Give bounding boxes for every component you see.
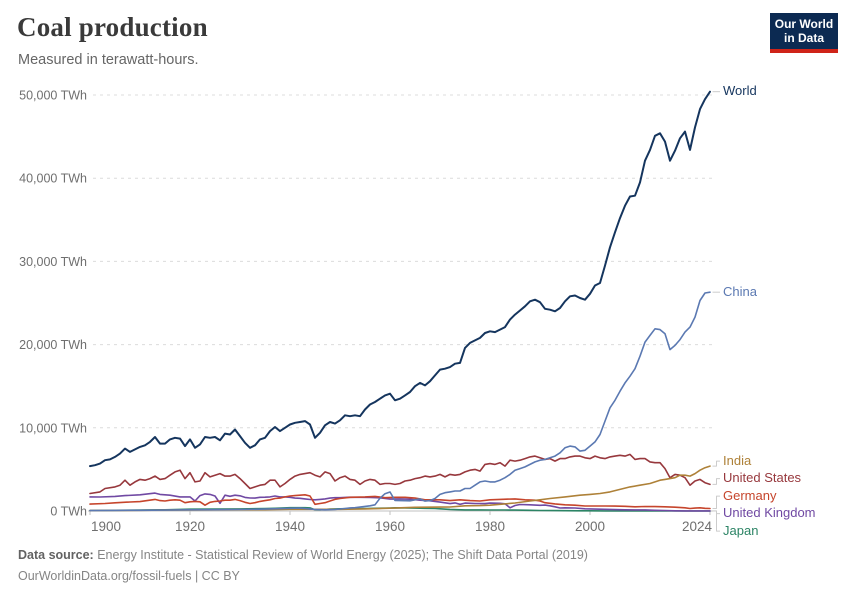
x-tick-label: 2024 — [682, 519, 713, 534]
label-connector-india — [712, 460, 720, 467]
y-tick-label: 20,000 TWh — [19, 338, 87, 352]
series-line-world[interactable] — [89, 90, 711, 468]
owid-logo[interactable]: Our World in Data — [770, 13, 838, 53]
logo-line1: Our World — [774, 17, 834, 31]
label-connector-united-states — [712, 478, 720, 485]
series-label-china[interactable]: China — [723, 283, 757, 299]
x-tick-label: 1980 — [475, 519, 505, 534]
x-tick-label: 1960 — [375, 519, 405, 534]
x-tick-label: 1940 — [275, 519, 305, 534]
data-source-text: Energy Institute - Statistical Review of… — [97, 548, 588, 562]
chart-footer: Data source: Energy Institute - Statisti… — [18, 545, 588, 587]
owid-link[interactable]: OurWorldinData.org/fossil-fuels — [18, 569, 192, 583]
series-line-germany[interactable] — [89, 494, 711, 510]
chart-subtitle: Measured in terawatt-hours. — [18, 52, 199, 68]
license-line: OurWorldinData.org/fossil-fuels | CC BY — [18, 566, 588, 587]
y-tick-label: 10,000 TWh — [19, 421, 87, 435]
y-tick-label: 0 TWh — [50, 505, 87, 519]
series-label-india[interactable]: India — [723, 452, 752, 468]
series-line-china[interactable] — [89, 291, 711, 512]
x-tick-label: 1900 — [91, 519, 121, 534]
label-connector-japan — [712, 510, 720, 532]
series-label-japan[interactable]: Japan — [723, 522, 759, 538]
page-title: Coal production — [17, 12, 208, 42]
series-label-united-states[interactable]: United States — [723, 470, 802, 486]
y-tick-label: 30,000 TWh — [19, 255, 87, 269]
label-connector-germany — [712, 495, 720, 510]
y-tick-label: 50,000 TWh — [19, 89, 87, 103]
series-label-world[interactable]: World — [723, 83, 757, 99]
x-tick-label: 1920 — [175, 519, 205, 534]
data-source-line: Data source: Energy Institute - Statisti… — [18, 545, 588, 566]
series-line-india[interactable] — [89, 465, 711, 512]
x-tick-label: 2000 — [575, 519, 605, 534]
separator: | — [194, 569, 199, 583]
data-source-label: Data source: — [18, 548, 94, 562]
license-label: CC BY — [201, 569, 240, 583]
series-label-united-kingdom[interactable]: United Kingdom — [723, 505, 816, 521]
logo-line2: in Data — [783, 31, 824, 45]
series-line-united-states[interactable] — [89, 453, 711, 495]
series-label-germany[interactable]: Germany — [723, 487, 777, 503]
y-tick-label: 40,000 TWh — [19, 172, 87, 186]
